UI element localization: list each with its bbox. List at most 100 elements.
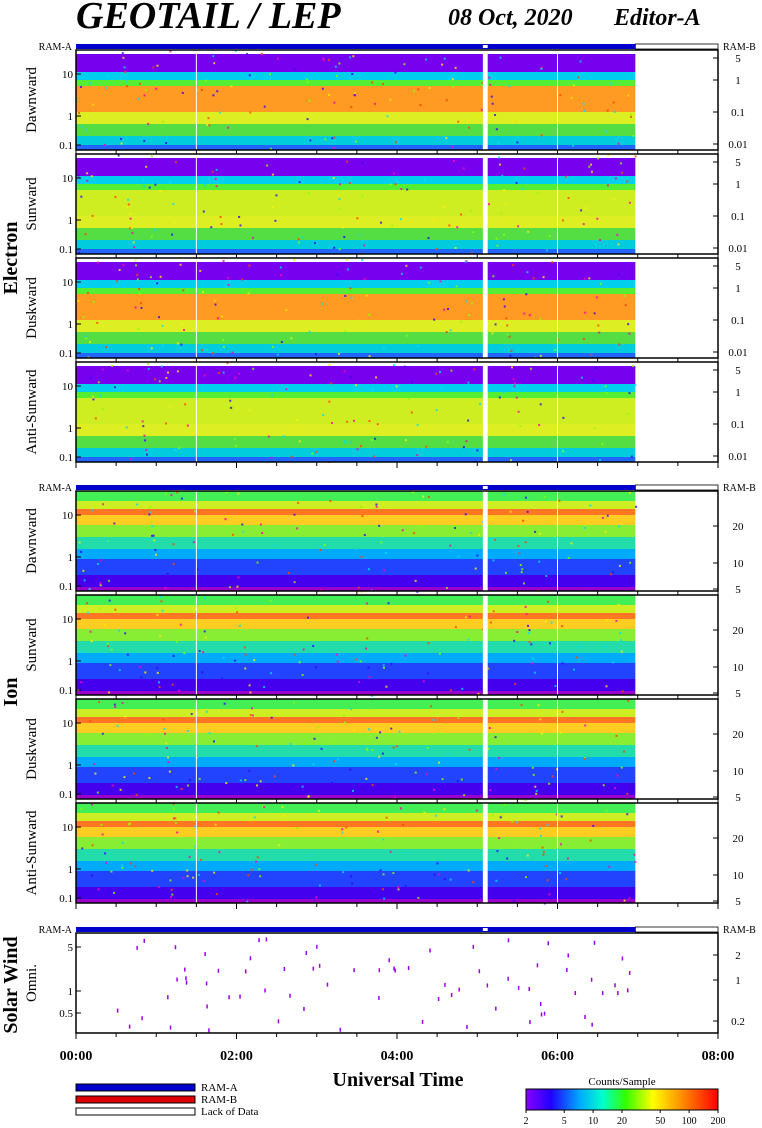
spectrogram-speckle bbox=[175, 785, 178, 788]
spectrogram-speckle bbox=[509, 354, 512, 357]
spectrogram-speckle bbox=[90, 175, 93, 178]
right-tick-label: 5 bbox=[735, 688, 741, 700]
spectrogram-speckle bbox=[180, 787, 183, 790]
spectrogram-speckle bbox=[129, 862, 132, 865]
spectrogram-speckle bbox=[143, 434, 146, 437]
spectrogram-speckle bbox=[121, 841, 124, 844]
spectrogram-speckle bbox=[343, 235, 346, 238]
spectrogram-speckle bbox=[559, 843, 562, 846]
spectrogram-speckle bbox=[344, 440, 347, 443]
spectrogram-speckle bbox=[156, 64, 159, 67]
spectrogram-speckle bbox=[352, 55, 355, 58]
spectrogram-speckle bbox=[432, 788, 435, 791]
spectrogram-speckle bbox=[91, 844, 94, 847]
spectrogram-speckle bbox=[597, 324, 600, 327]
spectrogram-speckle bbox=[516, 141, 519, 144]
spectrogram-speckle bbox=[177, 689, 180, 692]
spectrogram-speckle bbox=[158, 380, 161, 383]
spectrogram-speckle bbox=[427, 672, 430, 675]
spectrogram-speckle bbox=[102, 324, 105, 327]
spectrogram-speckle bbox=[503, 305, 506, 308]
ram-right-label: RAM-B bbox=[723, 42, 756, 53]
spectrogram-band bbox=[76, 733, 636, 745]
spectrogram-speckle bbox=[534, 785, 537, 788]
spectrogram-speckle bbox=[154, 229, 157, 232]
spectrogram-speckle bbox=[217, 811, 220, 814]
spectrogram-speckle bbox=[268, 73, 271, 76]
spectrogram-speckle bbox=[179, 263, 182, 266]
spectrogram-speckle bbox=[365, 294, 368, 297]
spectrogram-speckle bbox=[372, 708, 375, 711]
spectrogram-speckle bbox=[314, 666, 317, 669]
left-tick-label: 0.1 bbox=[59, 348, 73, 360]
left-tick-label: 1 bbox=[68, 111, 74, 123]
spectrogram-speckle bbox=[400, 272, 403, 275]
spectrogram-speckle bbox=[332, 146, 335, 149]
spectrogram-speckle bbox=[210, 226, 213, 229]
data-gap bbox=[482, 699, 488, 799]
spectrogram-speckle bbox=[244, 653, 247, 656]
spectrogram-speckle bbox=[78, 251, 81, 254]
spectrogram-speckle bbox=[477, 113, 480, 116]
spectrogram-speckle bbox=[559, 94, 562, 97]
spectrogram-speckle bbox=[321, 302, 324, 305]
spectrogram-speckle bbox=[308, 330, 311, 333]
spectrogram-speckle bbox=[101, 368, 104, 371]
spectrogram-speckle bbox=[192, 541, 195, 544]
spectrogram-speckle bbox=[360, 445, 363, 448]
spectrogram-speckle bbox=[392, 172, 395, 175]
spectrogram-speckle bbox=[275, 194, 278, 197]
spectrogram-speckle bbox=[179, 623, 182, 626]
spectrogram-speckle bbox=[136, 503, 139, 506]
spectrogram-speckle bbox=[186, 869, 189, 872]
spectrogram-speckle bbox=[437, 761, 440, 764]
spectrogram-speckle bbox=[537, 704, 540, 707]
spectrogram-speckle bbox=[203, 184, 206, 187]
spectrogram-speckle bbox=[593, 427, 596, 430]
spectrogram-speckle bbox=[380, 541, 383, 544]
spectrogram-band bbox=[76, 398, 636, 424]
spectrogram-band bbox=[76, 663, 636, 679]
spectrogram-speckle bbox=[92, 398, 95, 401]
spectrogram-speckle bbox=[104, 623, 107, 626]
spectrogram-speckle bbox=[191, 589, 194, 592]
spectrogram-speckle bbox=[382, 838, 385, 841]
spectrogram-speckle bbox=[128, 823, 131, 826]
solar-wind-mark bbox=[204, 951, 206, 956]
spectrogram-speckle bbox=[147, 734, 150, 737]
spectrogram-band bbox=[76, 723, 636, 733]
spectrogram-speckle bbox=[158, 681, 161, 684]
spectrogram-speckle bbox=[250, 707, 253, 710]
spectrogram-speckle bbox=[248, 684, 251, 687]
right-tick-label: 20 bbox=[733, 625, 745, 637]
spectrogram-speckle bbox=[148, 777, 151, 780]
spectrogram-speckle bbox=[394, 763, 397, 766]
spectrogram-speckle bbox=[515, 821, 518, 824]
spectrogram-speckle bbox=[452, 159, 455, 162]
spectrogram-speckle bbox=[526, 510, 529, 513]
spectrogram-speckle bbox=[421, 525, 424, 528]
spectrogram-speckle bbox=[492, 610, 495, 613]
spectrogram-speckle bbox=[442, 205, 445, 208]
spectrogram-speckle bbox=[154, 183, 157, 186]
spectrogram-speckle bbox=[255, 745, 258, 748]
spectrogram-speckle bbox=[162, 718, 165, 721]
spectrogram-speckle bbox=[248, 409, 251, 412]
spectrogram-speckle bbox=[454, 66, 457, 69]
spectrogram-speckle bbox=[383, 897, 386, 900]
spectrogram-speckle bbox=[319, 548, 322, 551]
spectrogram-speckle bbox=[405, 264, 408, 267]
spectrogram-band bbox=[76, 691, 636, 695]
spectrogram-speckle bbox=[220, 223, 223, 226]
spectrogram-speckle bbox=[80, 125, 83, 128]
spectrogram-speckle bbox=[627, 323, 630, 326]
spectrogram-speckle bbox=[488, 727, 491, 730]
spectrogram-speckle bbox=[620, 766, 623, 769]
spectrogram-speckle bbox=[280, 341, 283, 344]
data-gap bbox=[482, 362, 488, 462]
left-tick-label: 1 bbox=[68, 423, 74, 435]
spectrogram-speckle bbox=[463, 794, 466, 797]
spectrogram-speckle bbox=[174, 449, 177, 452]
spectrogram-band bbox=[76, 176, 636, 184]
